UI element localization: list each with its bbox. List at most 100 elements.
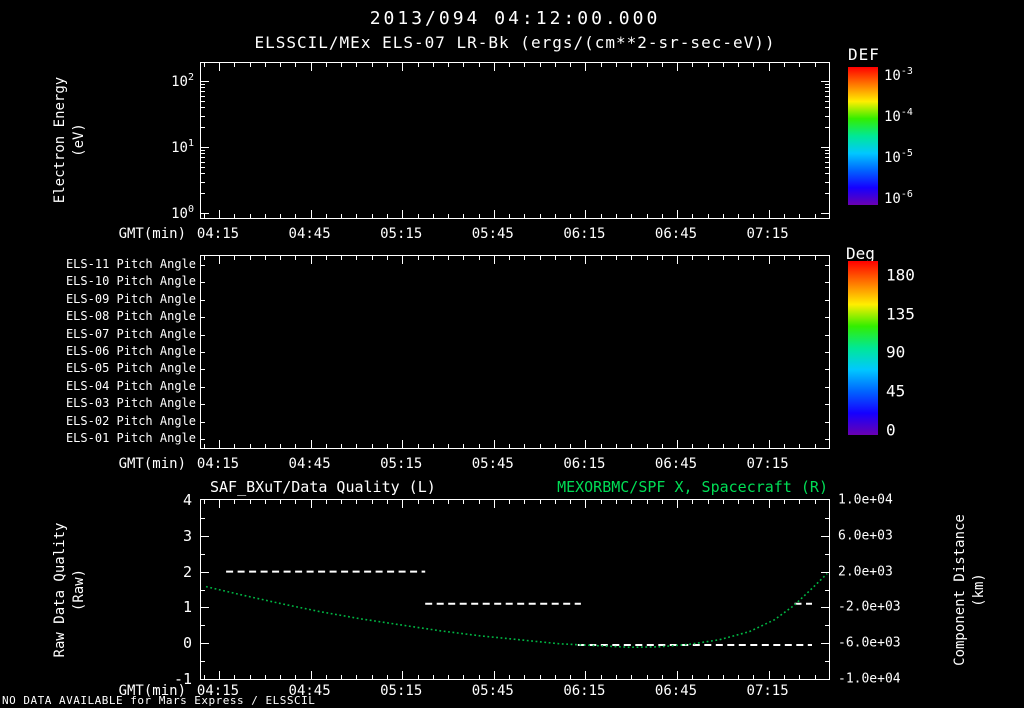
axis-tick xyxy=(600,675,602,679)
axis-tick xyxy=(448,63,450,67)
axis-tick xyxy=(201,87,205,89)
axis-tick xyxy=(463,63,465,67)
axis-tick xyxy=(509,214,511,218)
axis-tick xyxy=(201,607,209,609)
axis-tick xyxy=(264,500,266,504)
axis-tick xyxy=(203,256,205,260)
deg-tick-label: 135 xyxy=(886,304,915,324)
pitch-angle-row-label: ELS-05 Pitch Angle xyxy=(65,361,196,376)
axis-tick xyxy=(201,264,205,266)
deg-tick-label: 180 xyxy=(886,265,915,285)
axis-tick xyxy=(539,256,541,260)
axis-tick xyxy=(280,675,282,679)
axis-tick xyxy=(825,317,829,319)
quality-distance-panel xyxy=(200,499,830,680)
axis-tick xyxy=(554,214,556,218)
axis-tick xyxy=(371,256,373,260)
axis-tick xyxy=(783,214,785,218)
distance-tick-label: -2.0e+03 xyxy=(838,599,901,615)
axis-tick xyxy=(234,675,236,679)
axis-tick xyxy=(783,444,785,448)
axis-tick xyxy=(646,675,648,679)
axis-tick xyxy=(371,444,373,448)
axis-tick xyxy=(600,214,602,218)
axis-tick xyxy=(814,675,816,679)
axis-tick xyxy=(722,214,724,218)
axis-tick xyxy=(768,671,770,679)
axis-tick xyxy=(825,517,829,519)
axis-tick xyxy=(280,500,282,504)
axis-tick xyxy=(219,256,220,264)
axis-tick xyxy=(448,214,450,218)
axis-tick xyxy=(661,63,663,67)
x-tick-label: 05:15 xyxy=(380,683,423,699)
axis-tick xyxy=(463,675,465,679)
axis-tick xyxy=(539,675,541,679)
axis-tick xyxy=(341,675,343,679)
quality-tick-label: 4 xyxy=(182,491,192,509)
axis-tick xyxy=(432,500,434,504)
axis-tick xyxy=(201,91,205,93)
axis-tick xyxy=(524,500,526,504)
x-tick-label: 07:15 xyxy=(746,226,789,242)
axis-tick xyxy=(249,256,251,260)
x-tick-label: 05:45 xyxy=(471,226,514,242)
distance-tick-label: 2.0e+03 xyxy=(838,564,893,580)
axis-tick xyxy=(201,517,205,519)
axis-tick xyxy=(646,256,648,260)
x-tick-label: 05:45 xyxy=(471,683,514,699)
axis-tick xyxy=(738,675,740,679)
axis-tick xyxy=(825,553,829,555)
axis-tick xyxy=(722,500,724,504)
axis-tick xyxy=(341,444,343,448)
def-tick-label: 10-6 xyxy=(884,189,913,207)
axis-tick xyxy=(661,675,663,679)
data-quality-title: SAF_BXuT/Data Quality (L) xyxy=(210,478,436,496)
axis-tick xyxy=(821,81,829,82)
x-tick-label: 06:45 xyxy=(654,683,698,699)
axis-tick xyxy=(402,63,404,71)
axis-tick xyxy=(821,213,829,214)
axis-tick xyxy=(524,63,526,67)
axis-tick xyxy=(768,210,770,218)
axis-tick xyxy=(799,444,801,448)
axis-tick xyxy=(402,256,404,264)
axis-tick xyxy=(825,150,829,152)
axis-tick xyxy=(310,440,312,448)
axis-tick xyxy=(825,127,829,129)
axis-tick xyxy=(249,675,251,679)
axis-tick xyxy=(402,440,404,448)
axis-tick xyxy=(661,500,663,504)
axis-tick xyxy=(371,675,373,679)
axis-tick xyxy=(692,675,694,679)
axis-tick xyxy=(201,161,205,163)
deg-tick-label: 45 xyxy=(886,381,906,401)
energy-axis-title-line2: (eV) xyxy=(70,123,87,157)
axis-tick xyxy=(463,500,465,504)
axis-tick xyxy=(825,334,829,336)
energy-tick-label: 102 xyxy=(171,72,194,90)
axis-tick xyxy=(201,213,209,214)
spacecraft-distance-curve xyxy=(205,573,828,649)
power-base: 10 xyxy=(884,190,901,207)
axis-tick xyxy=(661,444,663,448)
axis-tick xyxy=(234,214,236,218)
axis-tick xyxy=(219,63,220,71)
axis-tick xyxy=(585,440,587,448)
axis-tick xyxy=(371,214,373,218)
axis-tick xyxy=(753,63,755,67)
axis-tick xyxy=(264,256,266,260)
energy-tick-label: 101 xyxy=(171,138,194,156)
axis-tick xyxy=(825,589,829,591)
axis-tick xyxy=(707,444,709,448)
axis-tick xyxy=(201,115,205,117)
axis-tick xyxy=(402,210,404,218)
axis-tick xyxy=(201,404,205,406)
axis-tick xyxy=(386,63,388,67)
x-tick-label: 06:45 xyxy=(654,456,698,472)
def-colorbar xyxy=(848,67,878,205)
axis-tick xyxy=(249,444,251,448)
x-tick-label: 06:15 xyxy=(563,683,606,699)
axis-tick xyxy=(295,256,297,260)
axis-tick xyxy=(219,671,220,679)
